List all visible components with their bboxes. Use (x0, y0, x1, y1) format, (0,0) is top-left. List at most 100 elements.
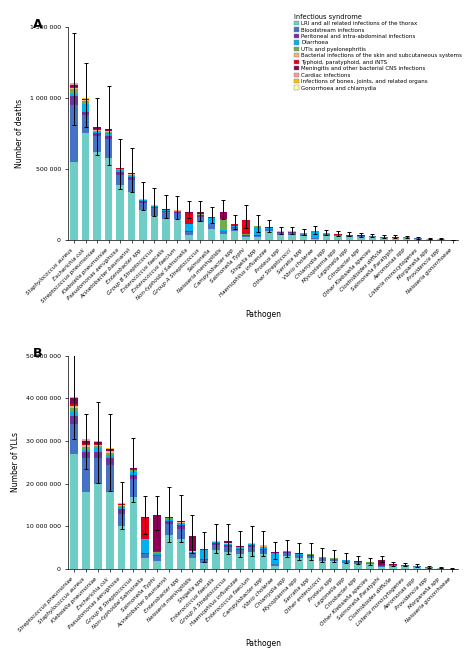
Bar (165, 519, 173, 521)
Bar (71, 105, 78, 162)
Bar (378, 559, 385, 565)
Bar (106, 451, 114, 453)
Bar (82, 133, 90, 240)
Bar (248, 545, 255, 547)
Bar (185, 232, 192, 235)
Bar (236, 550, 244, 554)
Bar (231, 228, 238, 231)
Bar (242, 237, 250, 240)
Bar (212, 545, 220, 550)
Bar (260, 554, 267, 569)
Bar (93, 132, 101, 133)
Bar (300, 235, 307, 236)
Legend: LRI and all related infections of the thorax, Bloodstream infections, Peritoneal: LRI and all related infections of the th… (293, 13, 464, 92)
Bar (118, 505, 126, 507)
Bar (236, 546, 244, 547)
Bar (93, 133, 101, 136)
Bar (208, 224, 216, 229)
Bar (197, 212, 204, 214)
Bar (153, 553, 161, 555)
Bar (260, 547, 267, 549)
Bar (295, 556, 303, 558)
Bar (323, 235, 330, 236)
Bar (151, 206, 158, 207)
Bar (128, 192, 135, 240)
Bar (82, 447, 90, 449)
Y-axis label: Number of YLLs: Number of YLLs (11, 432, 20, 492)
Bar (378, 567, 385, 569)
Bar (93, 152, 101, 240)
Bar (271, 565, 279, 569)
Bar (330, 561, 338, 569)
Bar (189, 558, 196, 569)
Bar (283, 556, 291, 569)
Bar (354, 562, 362, 564)
Bar (254, 236, 261, 237)
Bar (401, 565, 409, 567)
Bar (93, 136, 101, 152)
Text: A: A (33, 18, 43, 31)
Bar (366, 564, 374, 569)
Bar (189, 554, 196, 558)
Bar (71, 408, 78, 412)
Bar (118, 503, 126, 504)
Bar (71, 398, 78, 405)
Bar (224, 545, 232, 547)
Bar (94, 448, 102, 452)
Bar (165, 521, 173, 525)
Bar (219, 231, 227, 235)
Bar (231, 226, 238, 227)
Bar (283, 553, 291, 556)
Bar (224, 541, 232, 543)
Bar (354, 564, 362, 569)
Bar (71, 397, 78, 398)
Bar (151, 215, 158, 240)
Bar (129, 496, 137, 569)
Bar (271, 554, 279, 564)
Bar (165, 525, 173, 535)
Bar (128, 181, 135, 192)
Bar (162, 210, 170, 211)
Bar (260, 549, 267, 550)
Bar (236, 548, 244, 550)
Bar (139, 200, 146, 201)
Bar (254, 237, 261, 240)
Bar (105, 158, 112, 240)
Bar (129, 475, 137, 480)
Bar (401, 567, 409, 569)
Text: B: B (33, 347, 43, 360)
Bar (197, 222, 204, 240)
Bar (231, 224, 238, 225)
Bar (357, 237, 365, 240)
Bar (201, 550, 208, 559)
Bar (105, 129, 112, 131)
Bar (82, 101, 90, 103)
Bar (323, 236, 330, 240)
Bar (346, 237, 353, 240)
Bar (105, 139, 112, 158)
Bar (426, 239, 433, 240)
Bar (414, 239, 422, 240)
Bar (116, 169, 124, 170)
Bar (139, 203, 146, 210)
Bar (201, 559, 208, 563)
Bar (162, 219, 170, 240)
Bar (139, 210, 146, 240)
Bar (71, 82, 78, 83)
Bar (392, 239, 399, 240)
Bar (71, 96, 78, 105)
Bar (71, 88, 78, 90)
Bar (319, 561, 326, 569)
Bar (173, 211, 181, 212)
Bar (189, 536, 196, 551)
Bar (248, 547, 255, 552)
Bar (319, 558, 326, 561)
Bar (248, 552, 255, 569)
Bar (118, 507, 126, 509)
Bar (300, 236, 307, 240)
Bar (71, 406, 78, 408)
Bar (71, 424, 78, 454)
Bar (93, 127, 101, 129)
Bar (392, 237, 399, 239)
Bar (94, 442, 102, 444)
